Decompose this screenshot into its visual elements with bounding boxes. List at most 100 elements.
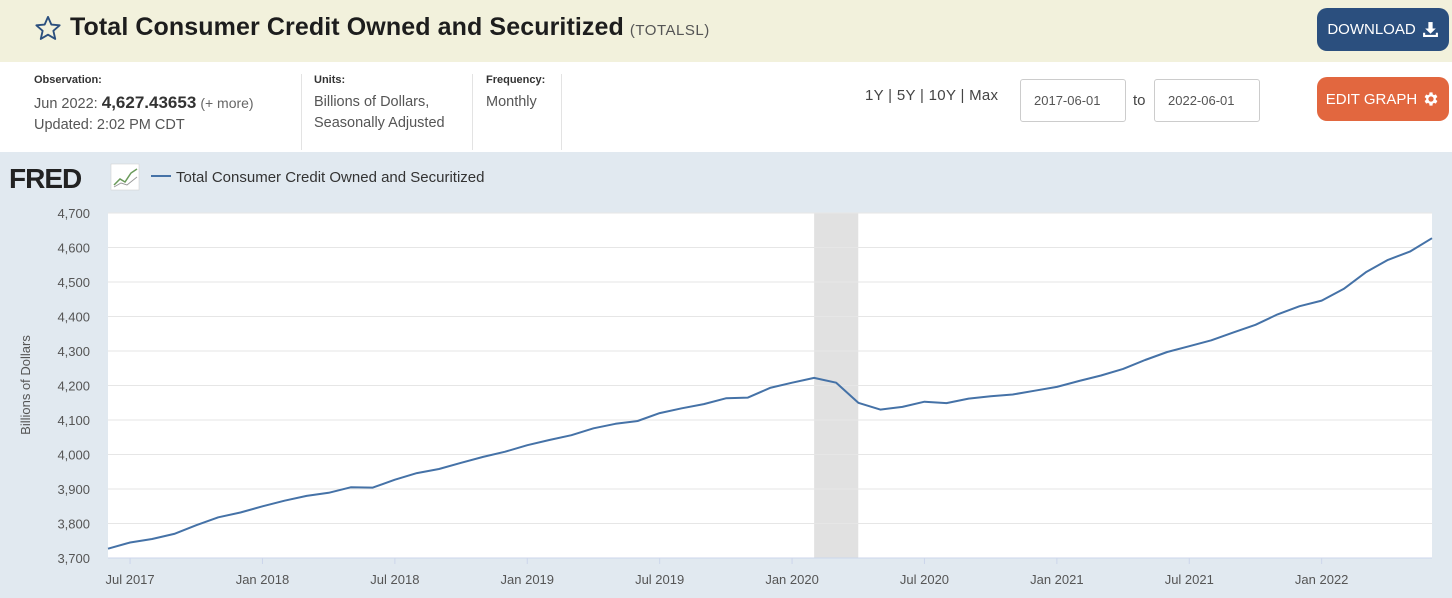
data-point xyxy=(1231,330,1235,334)
observation-period: Jun 2022: xyxy=(34,96,98,112)
data-point xyxy=(481,455,485,459)
range-max-link[interactable]: Max xyxy=(969,87,999,104)
data-point xyxy=(1187,344,1191,348)
series-line xyxy=(107,237,1433,550)
range-separator: | xyxy=(919,87,925,104)
gear-icon xyxy=(1424,92,1438,106)
x-tick-label: Jan 2018 xyxy=(236,572,290,587)
range-separator: | xyxy=(888,87,893,104)
data-point xyxy=(812,376,816,380)
y-tick-label: 4,300 xyxy=(57,344,90,359)
data-point xyxy=(437,467,441,471)
fred-logo-trend-secondary xyxy=(113,176,138,188)
data-point xyxy=(878,408,882,412)
data-point xyxy=(680,406,684,410)
frequency-block: Frequency: Monthly xyxy=(486,74,545,113)
data-point xyxy=(106,547,110,551)
y-tick-label: 4,700 xyxy=(57,206,90,221)
observation-label: Observation: xyxy=(34,74,102,86)
data-point xyxy=(614,422,618,426)
data-point xyxy=(1165,350,1169,354)
units-label: Units: xyxy=(314,74,346,86)
data-point xyxy=(194,523,198,527)
plot-layer: 3,700 3,800 3,900 4,000 4,100 4,200 4,300 4,400… xyxy=(57,206,1434,587)
data-point xyxy=(768,386,772,390)
meta-divider xyxy=(301,74,302,150)
x-tick-label: Jul 2019 xyxy=(635,572,684,587)
star-icon[interactable] xyxy=(34,14,62,42)
to-label: to xyxy=(1133,92,1146,109)
data-point xyxy=(238,510,242,514)
y-tick-label: 4,500 xyxy=(57,275,90,290)
data-point xyxy=(1011,392,1015,396)
download-button[interactable]: DOWNLOAD xyxy=(1317,8,1449,51)
meta-divider xyxy=(561,74,562,150)
data-point xyxy=(1276,312,1280,316)
data-point xyxy=(591,426,595,430)
meta-divider xyxy=(472,74,473,150)
x-tick-label: Jan 2022 xyxy=(1295,572,1349,587)
data-point xyxy=(900,405,904,409)
x-tick-label: Jul 2017 xyxy=(105,572,154,587)
y-axis-label: Billions of Dollars xyxy=(18,335,33,435)
y-tick-label: 4,600 xyxy=(57,241,90,256)
data-point xyxy=(393,478,397,482)
more-observations-link[interactable]: (+ more) xyxy=(200,95,254,111)
data-point xyxy=(746,396,750,400)
data-point xyxy=(1055,385,1059,389)
data-point xyxy=(1430,236,1434,240)
data-point xyxy=(1143,358,1147,362)
data-point xyxy=(1253,323,1257,327)
data-point xyxy=(128,540,132,544)
data-point xyxy=(349,485,353,489)
data-point xyxy=(1320,299,1324,303)
data-point xyxy=(922,400,926,404)
range-1y-link[interactable]: 1Y xyxy=(865,87,884,104)
units-line1: Billions of Dollars, xyxy=(314,94,430,110)
range-5y-link[interactable]: 5Y xyxy=(896,87,916,104)
fred-logo-trend xyxy=(113,168,138,186)
range-10y-link[interactable]: 10Y xyxy=(928,87,956,104)
range-separator: | xyxy=(960,87,965,104)
edit-graph-label: EDIT GRAPH xyxy=(1325,90,1418,108)
data-point xyxy=(150,537,154,541)
series-title: Total Consumer Credit Owned and Securiti… xyxy=(70,13,624,41)
data-point xyxy=(415,471,419,475)
fred-logo-text: FRED xyxy=(9,163,82,194)
data-point xyxy=(636,419,640,423)
data-point xyxy=(1408,250,1412,254)
page-title: Total Consumer Credit Owned and Securiti… xyxy=(70,13,710,42)
series-id: (TOTALSL) xyxy=(629,22,710,39)
y-tick-label: 3,800 xyxy=(57,517,90,532)
data-point xyxy=(1033,389,1037,393)
start-date-input[interactable]: 2017-06-01 xyxy=(1020,79,1126,122)
units-block: Units: Billions of Dollars, Seasonally A… xyxy=(314,74,445,134)
data-point xyxy=(305,494,309,498)
download-label: DOWNLOAD xyxy=(1327,21,1416,38)
x-tick-label: Jan 2020 xyxy=(765,572,819,587)
x-tick-label: Jan 2019 xyxy=(501,572,555,587)
data-point xyxy=(503,450,507,454)
data-point xyxy=(371,486,375,490)
x-tick-label: Jul 2020 xyxy=(900,572,949,587)
data-point xyxy=(1077,379,1081,383)
data-point xyxy=(260,504,264,508)
data-point xyxy=(658,411,662,415)
data-point xyxy=(525,443,529,447)
title-bar: Total Consumer Credit Owned and Securiti… xyxy=(0,0,1452,62)
data-point xyxy=(989,394,993,398)
series-meta: Observation: Jun 2022: 4,627.43653 (+ mo… xyxy=(0,62,1452,152)
edit-graph-button[interactable]: EDIT GRAPH xyxy=(1317,77,1449,121)
download-icon xyxy=(1422,22,1438,37)
x-tick-label: Jul 2021 xyxy=(1165,572,1214,587)
data-point xyxy=(569,433,573,437)
data-point xyxy=(790,381,794,385)
data-point xyxy=(283,499,287,503)
y-tick-label: 4,100 xyxy=(57,413,90,428)
end-date-input[interactable]: 2022-06-01 xyxy=(1154,79,1260,122)
y-tick-label: 4,400 xyxy=(57,310,90,325)
data-point xyxy=(1121,367,1125,371)
data-point xyxy=(216,515,220,519)
data-point xyxy=(1364,270,1368,274)
data-point xyxy=(1298,304,1302,308)
